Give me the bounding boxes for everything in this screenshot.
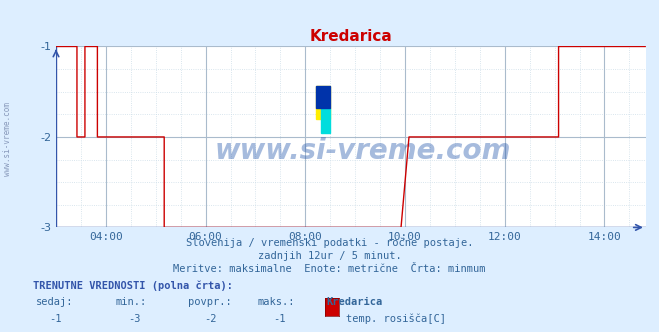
Text: -1: -1 <box>273 314 286 324</box>
Text: sedaj:: sedaj: <box>36 297 74 307</box>
Text: min.:: min.: <box>115 297 146 307</box>
Text: Slovenija / vremenski podatki - ročne postaje.: Slovenija / vremenski podatki - ročne po… <box>186 237 473 248</box>
Text: -1: -1 <box>49 314 62 324</box>
Text: Kredarica: Kredarica <box>326 297 382 307</box>
Text: -2: -2 <box>204 314 217 324</box>
Text: -3: -3 <box>129 314 141 324</box>
Bar <box>316 86 330 119</box>
Text: www.si-vreme.com: www.si-vreme.com <box>3 103 13 176</box>
Title: Kredarica: Kredarica <box>310 29 392 44</box>
Text: www.si-vreme.com: www.si-vreme.com <box>214 137 511 165</box>
Bar <box>316 86 330 108</box>
Bar <box>321 108 330 133</box>
Text: temp. rosišča[C]: temp. rosišča[C] <box>346 314 446 324</box>
Text: Meritve: maksimalne  Enote: metrične  Črta: minmum: Meritve: maksimalne Enote: metrične Črta… <box>173 264 486 274</box>
Text: zadnjih 12ur / 5 minut.: zadnjih 12ur / 5 minut. <box>258 251 401 261</box>
Text: povpr.:: povpr.: <box>188 297 231 307</box>
Text: maks.:: maks.: <box>257 297 295 307</box>
Text: TRENUTNE VREDNOSTI (polna črta):: TRENUTNE VREDNOSTI (polna črta): <box>33 281 233 291</box>
